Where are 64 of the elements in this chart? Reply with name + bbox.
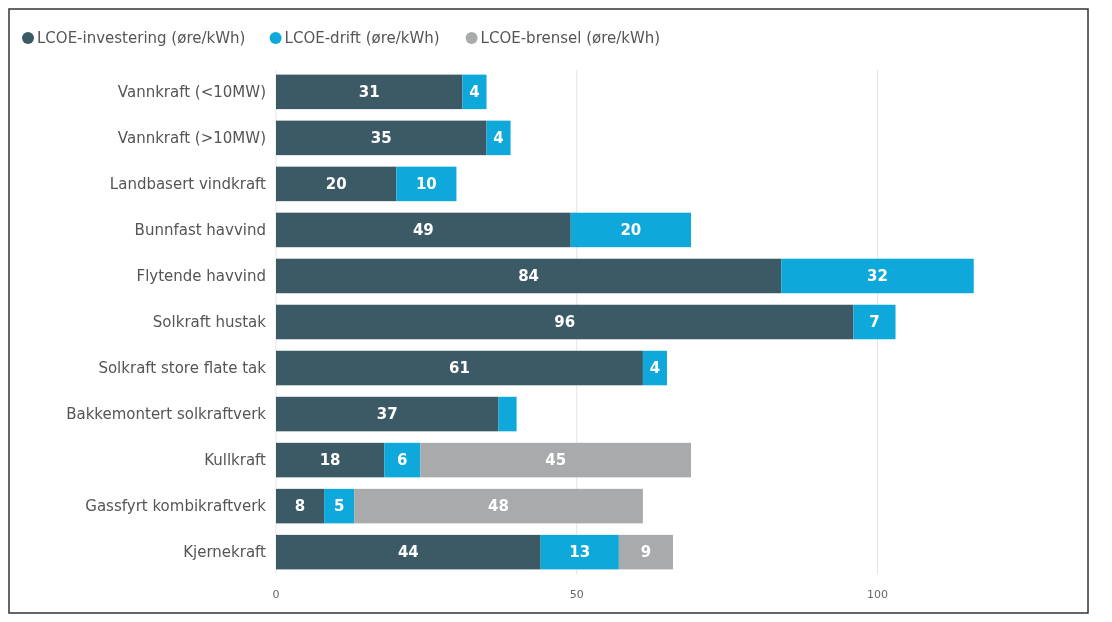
data-label: 37 bbox=[376, 405, 398, 424]
bar bbox=[276, 120, 487, 156]
bar bbox=[462, 74, 487, 110]
y-tick-label: Bakkemontert solkraftverk bbox=[66, 405, 267, 424]
x-tick-label: 0 bbox=[272, 588, 280, 601]
data-label: 44 bbox=[397, 543, 419, 562]
x-tick-label: 50 bbox=[569, 588, 584, 601]
bar bbox=[276, 258, 782, 294]
data-label: 20 bbox=[325, 175, 347, 194]
bar bbox=[354, 488, 643, 524]
bar bbox=[276, 442, 385, 478]
bar bbox=[384, 442, 421, 478]
bar bbox=[276, 534, 541, 570]
bar bbox=[781, 258, 974, 294]
y-tick-label: Solkraft hustak bbox=[152, 313, 267, 332]
data-label: 4 bbox=[493, 129, 504, 148]
y-tick-label: Vannkraft (>10MW) bbox=[117, 129, 266, 148]
data-label: 7 bbox=[869, 313, 880, 332]
data-label: 20 bbox=[620, 221, 642, 240]
data-label: 9 bbox=[640, 543, 652, 562]
data-label: 49 bbox=[412, 221, 434, 240]
bar bbox=[276, 396, 499, 432]
y-tick-label: Vannkraft (<10MW) bbox=[117, 83, 266, 102]
data-label: 5 bbox=[333, 497, 345, 516]
y-tick-label: Bunnfast havvind bbox=[134, 221, 266, 240]
bar bbox=[276, 350, 643, 386]
data-label: 13 bbox=[569, 543, 591, 562]
bar bbox=[396, 166, 457, 202]
data-label: 45 bbox=[545, 451, 567, 470]
data-label: 61 bbox=[449, 359, 470, 378]
bar bbox=[420, 442, 692, 478]
bar bbox=[570, 212, 692, 248]
data-label: 4 bbox=[469, 83, 480, 102]
data-label: 31 bbox=[358, 83, 380, 102]
bar bbox=[276, 488, 325, 524]
data-label: 18 bbox=[319, 451, 341, 470]
data-label: 6 bbox=[397, 451, 408, 470]
bar bbox=[853, 304, 896, 340]
data-label: 96 bbox=[554, 313, 576, 332]
legend-label: LCOE-drift (øre/kWh) bbox=[284, 29, 440, 48]
y-tick-label: Landbasert vindkraft bbox=[109, 175, 267, 194]
y-tick-label: Gassfyrt kombikraftverk bbox=[85, 497, 267, 516]
data-label: 48 bbox=[488, 497, 509, 516]
data-label: 8 bbox=[294, 497, 306, 516]
bar bbox=[276, 304, 854, 340]
bar bbox=[276, 212, 571, 248]
bar bbox=[498, 396, 517, 432]
y-tick-label: Flytende havvind bbox=[136, 267, 266, 286]
data-label: 4 bbox=[649, 359, 661, 378]
bar bbox=[276, 74, 463, 110]
y-tick-label: Solkraft store flate tak bbox=[98, 359, 267, 378]
data-label: 32 bbox=[867, 267, 888, 286]
y-tick-label: Kjernekraft bbox=[183, 543, 267, 562]
bar bbox=[618, 534, 673, 570]
legend-label: LCOE-brensel (øre/kWh) bbox=[480, 29, 661, 48]
y-tick-label: Kullkraft bbox=[204, 451, 267, 470]
data-label: 84 bbox=[518, 267, 540, 286]
legend-label: LCOE-investering (øre/kWh) bbox=[37, 29, 246, 48]
data-label: 35 bbox=[370, 129, 392, 148]
bar bbox=[324, 488, 355, 524]
x-tick-label: 100 bbox=[866, 588, 888, 601]
bar bbox=[540, 534, 619, 570]
bar bbox=[276, 166, 397, 202]
data-label: 10 bbox=[415, 175, 437, 194]
